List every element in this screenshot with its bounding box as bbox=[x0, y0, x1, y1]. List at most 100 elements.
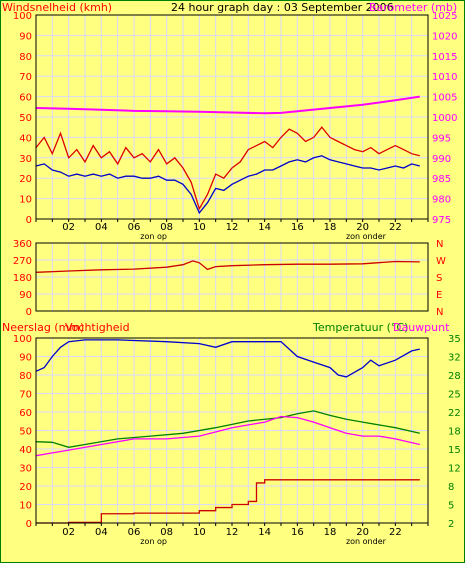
wind-average-line bbox=[35, 155, 420, 215]
y-compass-label: W bbox=[436, 256, 446, 267]
y-compass-label: S bbox=[436, 273, 442, 284]
y-left-tick-label: 40 bbox=[19, 133, 32, 144]
y-right-tick-label: 1005 bbox=[432, 93, 457, 104]
y-right-tick-label: 975 bbox=[432, 215, 451, 226]
y-temp-tick-label: 8 bbox=[448, 482, 454, 493]
y-left-tick-label: 30 bbox=[19, 154, 32, 165]
y-dir-tick-label: 270 bbox=[13, 256, 32, 267]
baro-label: Barometer (mb) bbox=[369, 1, 457, 14]
y-left-tick-label: 0 bbox=[26, 519, 32, 530]
y-temp-tick-label: 18 bbox=[448, 427, 461, 438]
y-right-tick-label: 1010 bbox=[432, 72, 457, 83]
y-left-tick-label: 10 bbox=[19, 501, 32, 512]
x-tick-label: 06 bbox=[128, 527, 141, 538]
sunrise-label: zon op bbox=[140, 232, 167, 241]
y-left-tick-label: 100 bbox=[13, 334, 32, 345]
y-right-tick-label: 985 bbox=[432, 174, 451, 185]
x-tick-label: 14 bbox=[258, 222, 271, 233]
y-temp-tick-label: 25 bbox=[448, 390, 461, 401]
y-right-tick-label: 980 bbox=[432, 195, 451, 206]
x-tick-label: 08 bbox=[160, 527, 173, 538]
x-tick-label: 08 bbox=[160, 222, 173, 233]
dewpoint-line bbox=[35, 415, 420, 457]
y-left-tick-label: 60 bbox=[19, 93, 32, 104]
dew-label: Dauwpunt bbox=[393, 321, 450, 334]
y-temp-tick-label: 15 bbox=[448, 445, 461, 456]
y-left-tick-label: 100 bbox=[13, 11, 32, 22]
y-dir-tick-label: 180 bbox=[13, 273, 32, 284]
y-right-tick-label: 1025 bbox=[432, 11, 457, 22]
x-tick-label: 12 bbox=[226, 222, 239, 233]
y-left-tick-label: 80 bbox=[19, 52, 32, 63]
x-tick-label: 04 bbox=[95, 527, 108, 538]
wind-gust-line bbox=[35, 126, 420, 211]
y-left-tick-label: 20 bbox=[19, 174, 32, 185]
y-temp-tick-label: 12 bbox=[448, 464, 461, 475]
y-left-tick-label: 10 bbox=[19, 195, 32, 206]
x-tick-label: 14 bbox=[258, 527, 271, 538]
plot-border bbox=[35, 242, 429, 312]
y-left-tick-label: 0 bbox=[26, 215, 32, 226]
x-tick-label: 20 bbox=[356, 222, 369, 233]
y-right-tick-label: 995 bbox=[432, 133, 451, 144]
rain-line bbox=[36, 479, 420, 524]
sunrise-label: zon op bbox=[140, 537, 167, 546]
y-left-tick-label: 20 bbox=[19, 482, 32, 493]
y-temp-tick-label: 35 bbox=[448, 334, 461, 345]
y-dir-tick-label: 360 bbox=[13, 239, 32, 250]
y-left-tick-label: 40 bbox=[19, 445, 32, 456]
x-tick-label: 04 bbox=[95, 222, 108, 233]
y-left-tick-label: 30 bbox=[19, 464, 32, 475]
y-temp-tick-label: 5 bbox=[448, 501, 454, 512]
y-right-tick-label: 990 bbox=[432, 154, 451, 165]
y-temp-tick-label: 2 bbox=[448, 519, 454, 530]
barometer-line bbox=[35, 95, 420, 115]
y-right-tick-label: 1020 bbox=[432, 31, 457, 42]
humidity-label: Vochtigheid bbox=[65, 321, 130, 334]
temperature-line bbox=[35, 410, 420, 448]
sunset-label: zon onder bbox=[346, 232, 387, 241]
wind-baro-panel: 0102030405060708090100975980985990995100… bbox=[13, 11, 458, 241]
x-tick-label: 22 bbox=[389, 222, 402, 233]
x-tick-label: 16 bbox=[291, 527, 304, 538]
header-title: 24 hour graph day : 03 September 2006 bbox=[171, 1, 394, 14]
x-tick-label: 10 bbox=[193, 222, 206, 233]
x-tick-label: 02 bbox=[62, 527, 75, 538]
x-tick-label: 12 bbox=[226, 527, 239, 538]
y-dir-tick-label: 0 bbox=[26, 307, 32, 318]
y-left-tick-label: 90 bbox=[19, 353, 32, 364]
y-left-tick-label: 90 bbox=[19, 31, 32, 42]
y-temp-tick-label: 22 bbox=[448, 408, 461, 419]
x-tick-label: 16 bbox=[291, 222, 304, 233]
x-tick-label: 18 bbox=[324, 222, 337, 233]
y-right-tick-label: 1000 bbox=[432, 113, 457, 124]
x-tick-label: 02 bbox=[62, 222, 75, 233]
sunset-label: zon onder bbox=[346, 537, 387, 546]
x-tick-label: 18 bbox=[324, 527, 337, 538]
temp-label: Temperatuur (°C) bbox=[312, 321, 408, 334]
y-dir-tick-label: 90 bbox=[19, 290, 32, 301]
y-right-tick-label: 1015 bbox=[432, 52, 457, 63]
wind-direction-line bbox=[35, 260, 420, 273]
wind-label: Windsnelheid (kmh) bbox=[2, 1, 112, 14]
rain-humidity-temp-panel: 0102030405060708090100258121518222528323… bbox=[13, 334, 461, 546]
y-temp-tick-label: 32 bbox=[448, 353, 461, 364]
x-tick-label: 06 bbox=[128, 222, 141, 233]
x-tick-label: 10 bbox=[193, 527, 206, 538]
y-left-tick-label: 70 bbox=[19, 72, 32, 83]
x-tick-label: 20 bbox=[356, 527, 369, 538]
y-compass-label: E bbox=[436, 290, 442, 301]
humidity-line bbox=[35, 339, 420, 378]
y-compass-label: N bbox=[436, 307, 443, 318]
y-left-tick-label: 50 bbox=[19, 113, 32, 124]
rain-label: Neerslag (mm) bbox=[2, 321, 84, 334]
y-left-tick-label: 80 bbox=[19, 371, 32, 382]
y-left-tick-label: 70 bbox=[19, 390, 32, 401]
y-compass-label: N bbox=[436, 239, 443, 250]
y-left-tick-label: 60 bbox=[19, 408, 32, 419]
y-left-tick-label: 50 bbox=[19, 427, 32, 438]
x-tick-label: 22 bbox=[389, 527, 402, 538]
y-temp-tick-label: 28 bbox=[448, 371, 461, 382]
